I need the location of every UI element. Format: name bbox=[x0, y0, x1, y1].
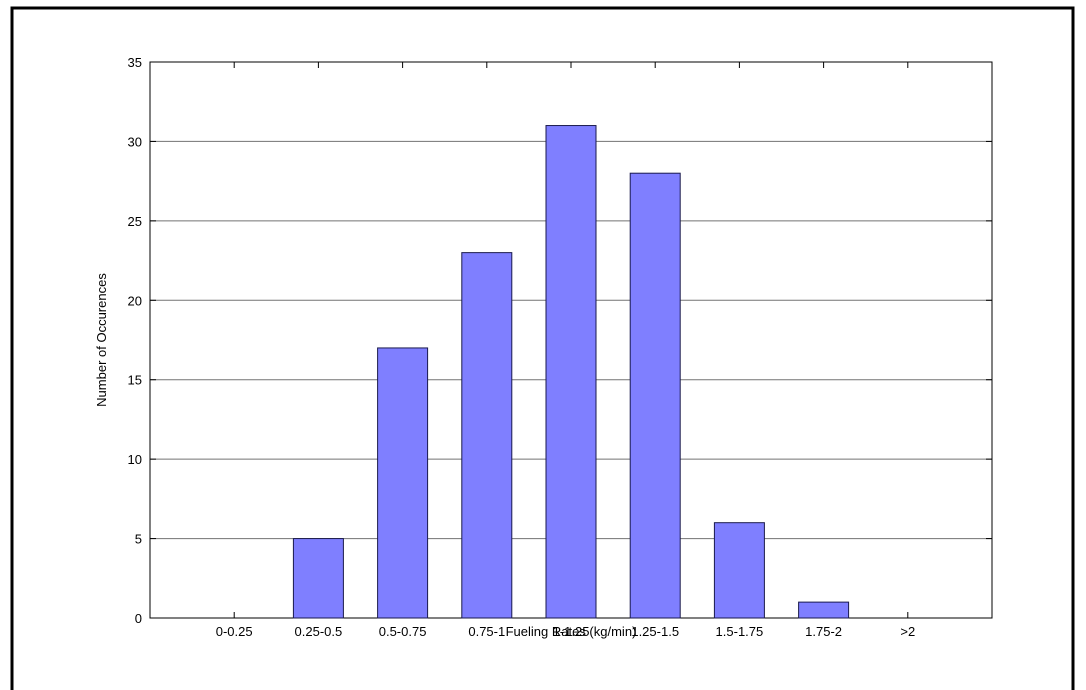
frame bbox=[10, 6, 1075, 690]
x-tick-label: 0.5-0.75 bbox=[379, 624, 427, 639]
x-tick-label: 1-1.25 bbox=[553, 624, 590, 639]
x-tick-label: 0-0.25 bbox=[216, 624, 253, 639]
x-tick-label: >2 bbox=[900, 624, 915, 639]
bar bbox=[377, 347, 429, 619]
x-tick-label: 1.5-1.75 bbox=[716, 624, 764, 639]
y-tick-label: 25 bbox=[128, 214, 142, 229]
x-tick-label: 1.75-2 bbox=[805, 624, 842, 639]
bar bbox=[292, 538, 344, 619]
y-tick-label: 10 bbox=[128, 452, 142, 467]
bar bbox=[461, 252, 513, 619]
bar bbox=[545, 125, 597, 619]
y-tick-label: 15 bbox=[128, 373, 142, 388]
y-tick-label: 0 bbox=[135, 611, 142, 626]
x-tick-label: 0.75-1 bbox=[468, 624, 505, 639]
y-axis-label: Number of Occurences bbox=[94, 273, 109, 407]
y-tick-label: 35 bbox=[128, 55, 142, 70]
y-tick-label: 30 bbox=[128, 134, 142, 149]
y-tick-label: 5 bbox=[135, 532, 142, 547]
x-tick-label: 1.25-1.5 bbox=[631, 624, 679, 639]
bar bbox=[798, 601, 850, 619]
bar bbox=[629, 172, 681, 619]
x-axis-label: Fueling Rates (kg/min) bbox=[506, 624, 637, 639]
y-tick-label: 20 bbox=[128, 293, 142, 308]
bar bbox=[713, 522, 765, 619]
x-tick-label: 0.25-0.5 bbox=[295, 624, 343, 639]
